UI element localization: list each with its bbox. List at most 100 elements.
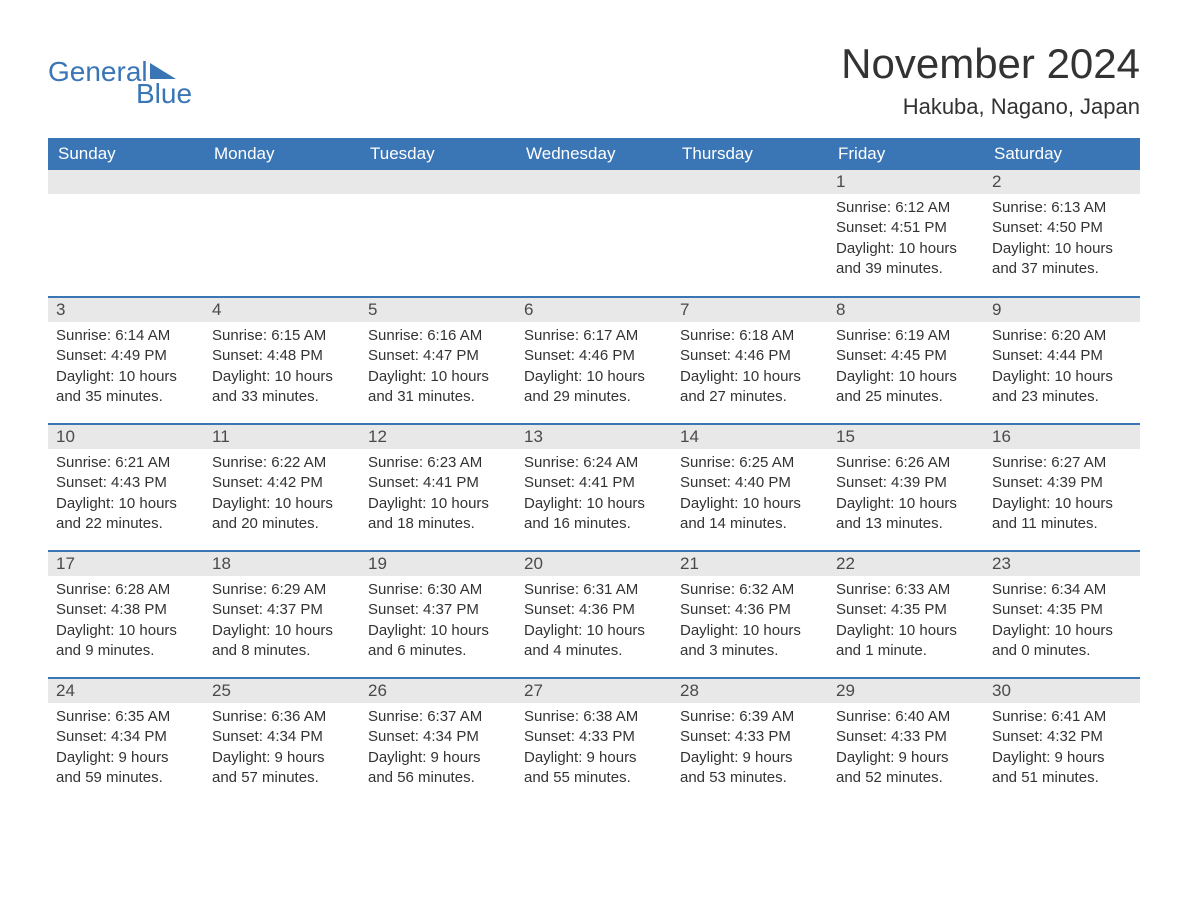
calendar-cell: 11Sunrise: 6:22 AMSunset: 4:42 PMDayligh… [204, 425, 360, 544]
day-header: Friday [828, 138, 984, 170]
sunrise-text: Sunrise: 6:39 AM [680, 707, 820, 727]
daylight-text: Daylight: 10 hours [212, 621, 352, 641]
cell-body [516, 194, 672, 284]
cell-body: Sunrise: 6:29 AMSunset: 4:37 PMDaylight:… [204, 576, 360, 671]
logo-triangle-icon [150, 63, 176, 79]
calendar-cell: 17Sunrise: 6:28 AMSunset: 4:38 PMDayligh… [48, 552, 204, 671]
daylight-text: and 6 minutes. [368, 641, 508, 661]
cell-body: Sunrise: 6:40 AMSunset: 4:33 PMDaylight:… [828, 703, 984, 798]
sunset-text: Sunset: 4:39 PM [836, 473, 976, 493]
daylight-text: and 23 minutes. [992, 387, 1132, 407]
sunset-text: Sunset: 4:41 PM [524, 473, 664, 493]
daylight-text: Daylight: 10 hours [836, 239, 976, 259]
daylight-text: and 0 minutes. [992, 641, 1132, 661]
day-header-row: SundayMondayTuesdayWednesdayThursdayFrid… [48, 138, 1140, 170]
day-number: 27 [516, 679, 672, 703]
sunrise-text: Sunrise: 6:40 AM [836, 707, 976, 727]
cell-body: Sunrise: 6:21 AMSunset: 4:43 PMDaylight:… [48, 449, 204, 544]
day-number: 5 [360, 298, 516, 322]
sunrise-text: Sunrise: 6:14 AM [56, 326, 196, 346]
daylight-text: Daylight: 10 hours [836, 367, 976, 387]
sunset-text: Sunset: 4:35 PM [836, 600, 976, 620]
sunset-text: Sunset: 4:49 PM [56, 346, 196, 366]
day-number: 30 [984, 679, 1140, 703]
cell-body [204, 194, 360, 284]
daylight-text: Daylight: 10 hours [56, 621, 196, 641]
sunrise-text: Sunrise: 6:36 AM [212, 707, 352, 727]
day-number: 26 [360, 679, 516, 703]
week-row: 1Sunrise: 6:12 AMSunset: 4:51 PMDaylight… [48, 170, 1140, 290]
day-number: 4 [204, 298, 360, 322]
daylight-text: Daylight: 10 hours [524, 367, 664, 387]
cell-body: Sunrise: 6:24 AMSunset: 4:41 PMDaylight:… [516, 449, 672, 544]
day-number [360, 170, 516, 194]
day-number: 22 [828, 552, 984, 576]
sunrise-text: Sunrise: 6:20 AM [992, 326, 1132, 346]
daylight-text: Daylight: 10 hours [56, 494, 196, 514]
day-number: 19 [360, 552, 516, 576]
daylight-text: and 56 minutes. [368, 768, 508, 788]
daylight-text: Daylight: 10 hours [368, 367, 508, 387]
day-number: 23 [984, 552, 1140, 576]
sunrise-text: Sunrise: 6:31 AM [524, 580, 664, 600]
daylight-text: and 33 minutes. [212, 387, 352, 407]
daylight-text: Daylight: 9 hours [992, 748, 1132, 768]
daylight-text: Daylight: 9 hours [524, 748, 664, 768]
cell-body: Sunrise: 6:27 AMSunset: 4:39 PMDaylight:… [984, 449, 1140, 544]
cell-body: Sunrise: 6:38 AMSunset: 4:33 PMDaylight:… [516, 703, 672, 798]
calendar-cell [516, 170, 672, 290]
calendar-cell: 22Sunrise: 6:33 AMSunset: 4:35 PMDayligh… [828, 552, 984, 671]
daylight-text: and 53 minutes. [680, 768, 820, 788]
daylight-text: Daylight: 10 hours [992, 367, 1132, 387]
daylight-text: and 35 minutes. [56, 387, 196, 407]
day-header: Thursday [672, 138, 828, 170]
day-number: 24 [48, 679, 204, 703]
daylight-text: Daylight: 10 hours [212, 494, 352, 514]
day-number: 29 [828, 679, 984, 703]
cell-body: Sunrise: 6:13 AMSunset: 4:50 PMDaylight:… [984, 194, 1140, 289]
day-header: Sunday [48, 138, 204, 170]
calendar-cell: 20Sunrise: 6:31 AMSunset: 4:36 PMDayligh… [516, 552, 672, 671]
cell-body: Sunrise: 6:20 AMSunset: 4:44 PMDaylight:… [984, 322, 1140, 417]
calendar-cell: 9Sunrise: 6:20 AMSunset: 4:44 PMDaylight… [984, 298, 1140, 417]
cell-body: Sunrise: 6:18 AMSunset: 4:46 PMDaylight:… [672, 322, 828, 417]
sunset-text: Sunset: 4:37 PM [212, 600, 352, 620]
calendar-cell: 26Sunrise: 6:37 AMSunset: 4:34 PMDayligh… [360, 679, 516, 798]
sunrise-text: Sunrise: 6:13 AM [992, 198, 1132, 218]
daylight-text: and 22 minutes. [56, 514, 196, 534]
sunset-text: Sunset: 4:36 PM [524, 600, 664, 620]
day-number: 17 [48, 552, 204, 576]
sunset-text: Sunset: 4:33 PM [836, 727, 976, 747]
week-row: 10Sunrise: 6:21 AMSunset: 4:43 PMDayligh… [48, 423, 1140, 544]
sunrise-text: Sunrise: 6:12 AM [836, 198, 976, 218]
day-number [204, 170, 360, 194]
day-number: 14 [672, 425, 828, 449]
daylight-text: Daylight: 10 hours [992, 621, 1132, 641]
daylight-text: and 1 minute. [836, 641, 976, 661]
sunrise-text: Sunrise: 6:26 AM [836, 453, 976, 473]
sunrise-text: Sunrise: 6:16 AM [368, 326, 508, 346]
daylight-text: and 13 minutes. [836, 514, 976, 534]
day-number [516, 170, 672, 194]
sunset-text: Sunset: 4:44 PM [992, 346, 1132, 366]
header: General Blue November 2024 Hakuba, Nagan… [48, 40, 1140, 120]
daylight-text: and 51 minutes. [992, 768, 1132, 788]
week-row: 3Sunrise: 6:14 AMSunset: 4:49 PMDaylight… [48, 296, 1140, 417]
calendar-cell: 21Sunrise: 6:32 AMSunset: 4:36 PMDayligh… [672, 552, 828, 671]
calendar-cell: 15Sunrise: 6:26 AMSunset: 4:39 PMDayligh… [828, 425, 984, 544]
cell-body: Sunrise: 6:33 AMSunset: 4:35 PMDaylight:… [828, 576, 984, 671]
daylight-text: Daylight: 10 hours [680, 367, 820, 387]
cell-body: Sunrise: 6:37 AMSunset: 4:34 PMDaylight:… [360, 703, 516, 798]
cell-body: Sunrise: 6:19 AMSunset: 4:45 PMDaylight:… [828, 322, 984, 417]
sunrise-text: Sunrise: 6:23 AM [368, 453, 508, 473]
sunrise-text: Sunrise: 6:30 AM [368, 580, 508, 600]
sunrise-text: Sunrise: 6:21 AM [56, 453, 196, 473]
sunrise-text: Sunrise: 6:22 AM [212, 453, 352, 473]
day-number: 9 [984, 298, 1140, 322]
calendar-cell [672, 170, 828, 290]
sunset-text: Sunset: 4:48 PM [212, 346, 352, 366]
daylight-text: Daylight: 9 hours [836, 748, 976, 768]
calendar-cell: 14Sunrise: 6:25 AMSunset: 4:40 PMDayligh… [672, 425, 828, 544]
location: Hakuba, Nagano, Japan [841, 94, 1140, 120]
daylight-text: and 27 minutes. [680, 387, 820, 407]
